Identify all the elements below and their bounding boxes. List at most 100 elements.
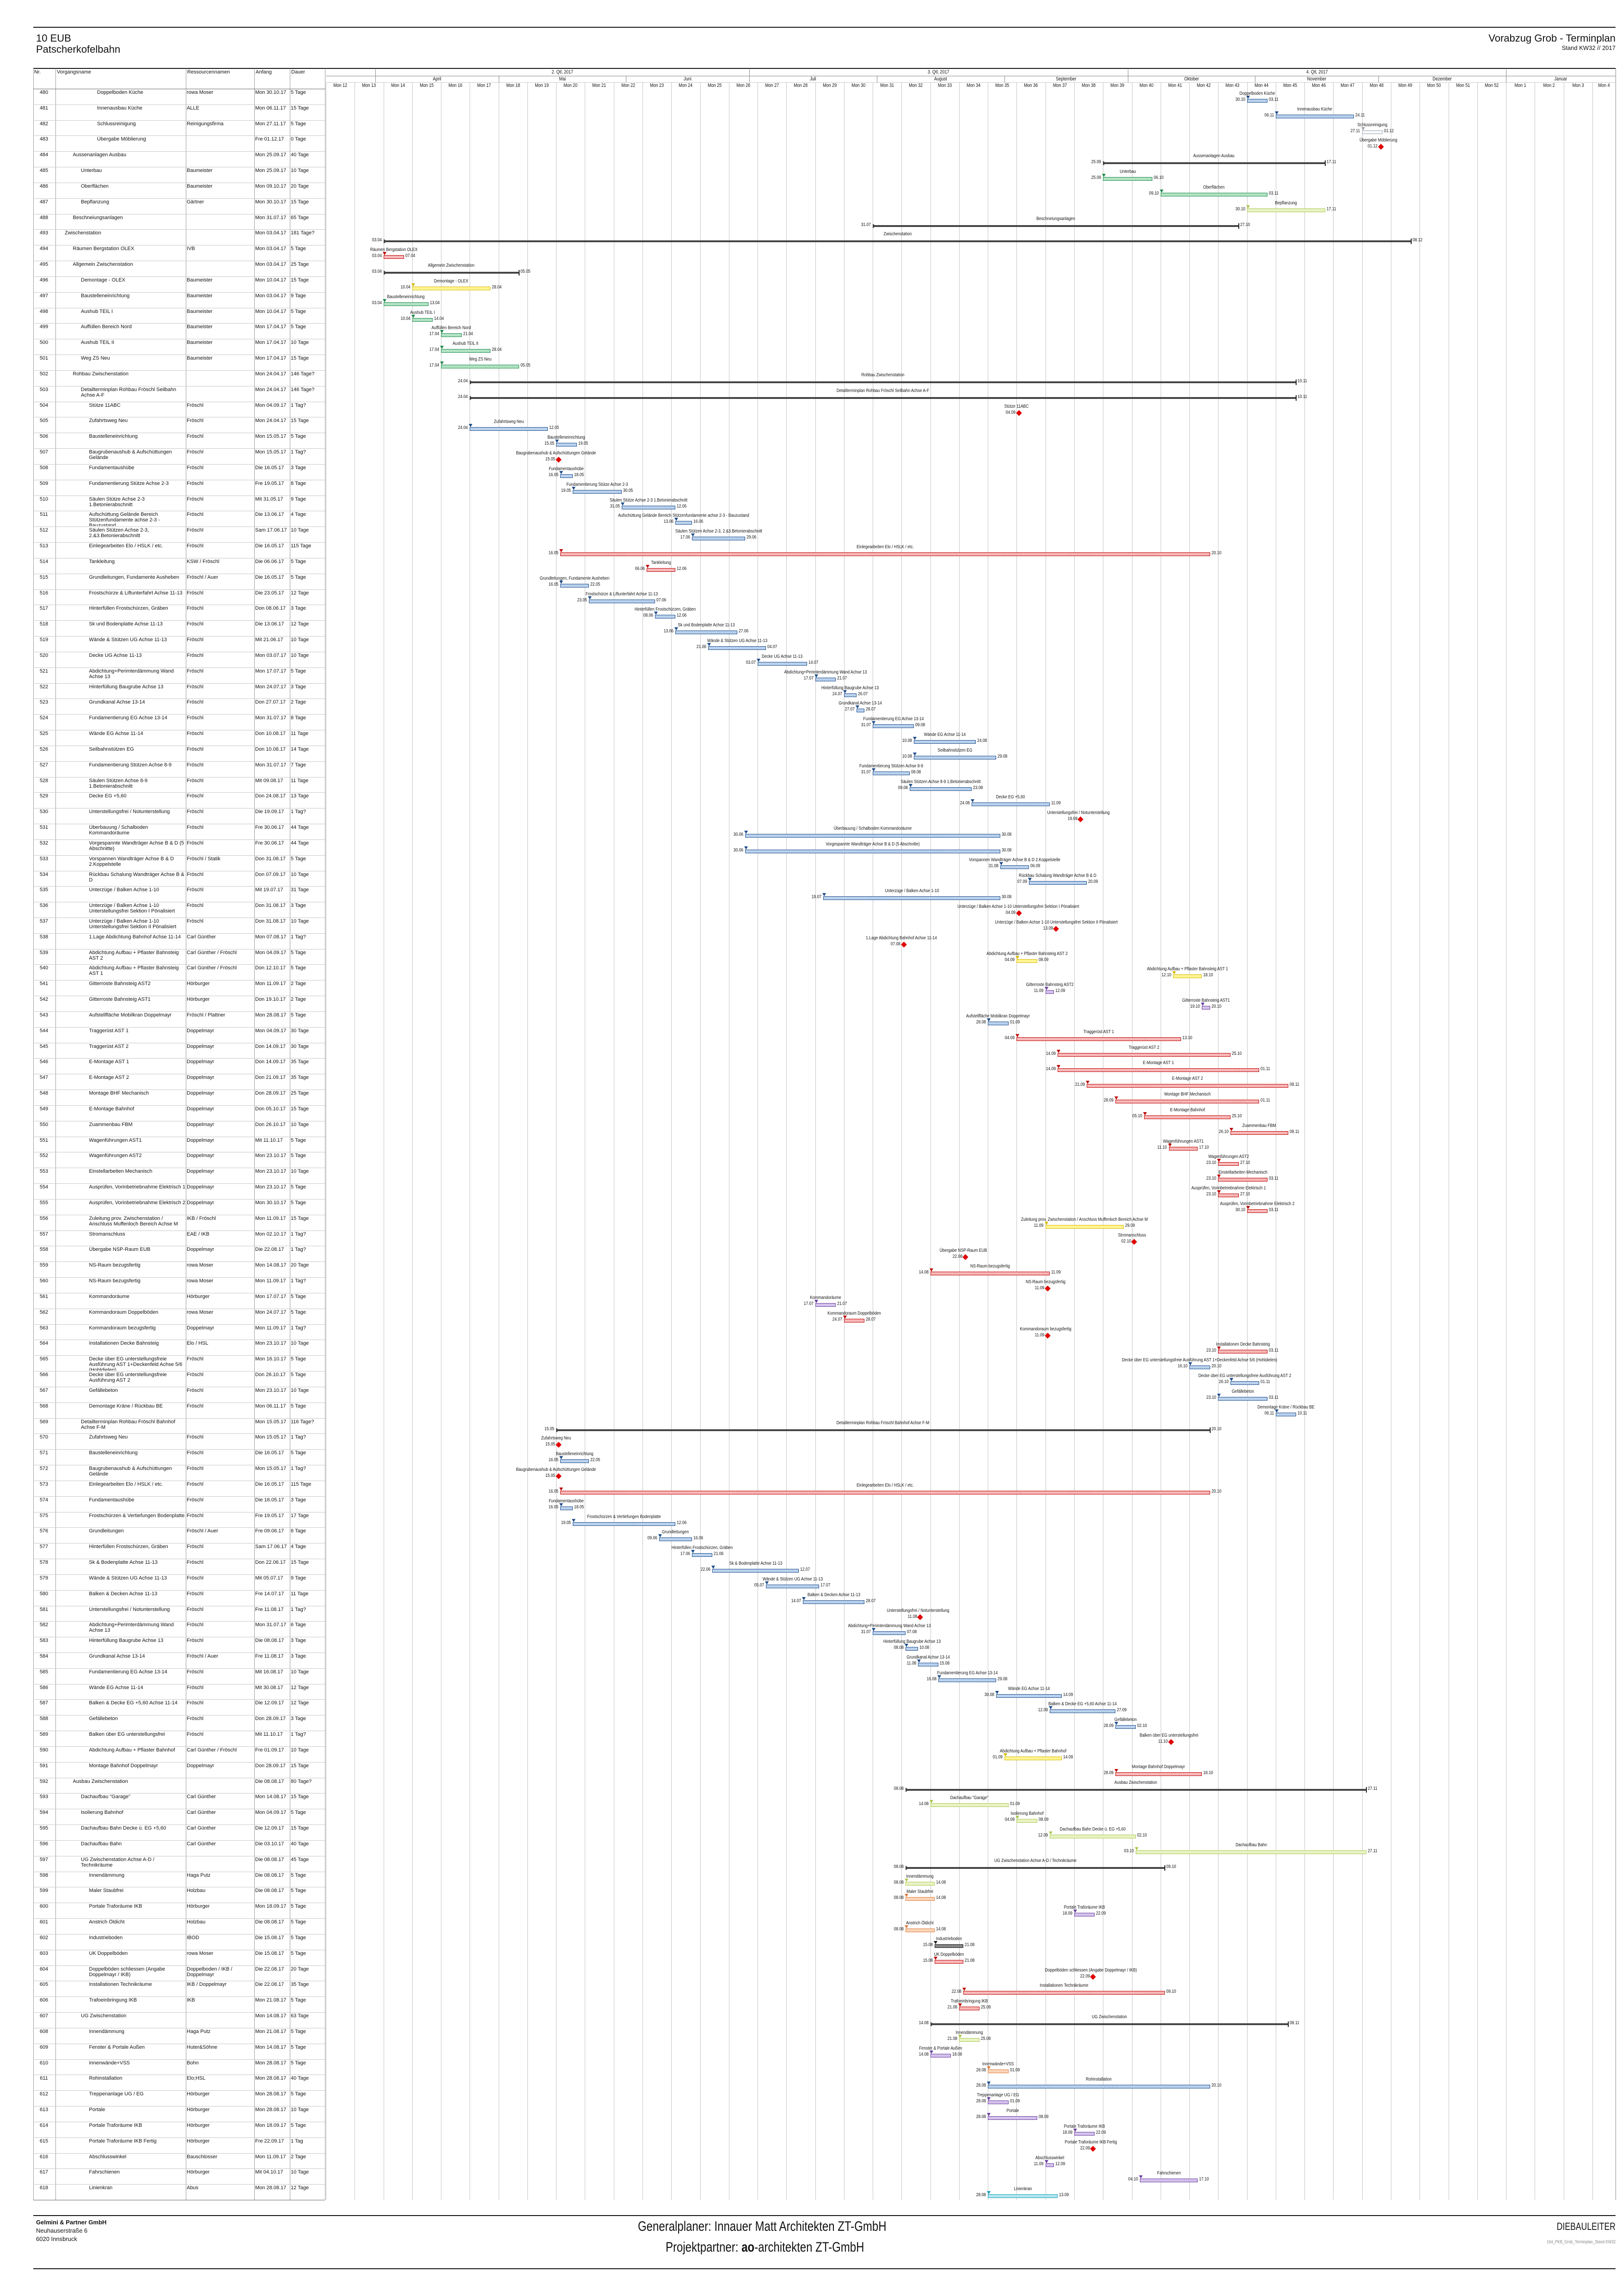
- task-bar[interactable]: [1230, 1131, 1288, 1135]
- table-row[interactable]: 494 Räumen Bergstation OLEX IVB Mon 03.04.1…: [33, 245, 325, 261]
- task-bar[interactable]: [910, 787, 972, 791]
- task-bar[interactable]: [692, 1553, 713, 1557]
- task-bar[interactable]: [1218, 1396, 1268, 1401]
- summary-bar[interactable]: [383, 272, 520, 274]
- table-row[interactable]: 560 NS-Raum bezugsfertig rowa Moser Mon 11.…: [33, 1277, 325, 1293]
- milestone-diamond[interactable]: [1090, 1973, 1096, 1980]
- task-bar[interactable]: [1189, 1365, 1210, 1370]
- task-bar[interactable]: [758, 661, 807, 666]
- table-row[interactable]: 610 Innenwände+VSS Bohn Mon 28.08.17 5 Tage: [33, 2059, 325, 2075]
- table-row[interactable]: 552 Wagenführungen AST2 Doppelmayr Mon 23.1…: [33, 1152, 325, 1168]
- table-row[interactable]: 528 Säulen Stützen Achse 8-9 1.Betonierab…: [33, 777, 325, 793]
- task-bar[interactable]: [934, 1944, 963, 1948]
- task-bar[interactable]: [560, 1506, 573, 1510]
- summary-bar[interactable]: [906, 1867, 1165, 1869]
- table-row[interactable]: 499 Auffüllen Bereich Nord Baumeister Mon 1…: [33, 323, 325, 339]
- table-row[interactable]: 500 Aushub TEIL II Baumeister Mon 17.04.17 1…: [33, 339, 325, 355]
- table-row[interactable]: 546 E-Montage AST 1 Doppelmayr Don 14.09.17…: [33, 1058, 325, 1074]
- table-row[interactable]: 576 Grundleitungen Fröschl / Auer Fre 09.06…: [33, 1527, 325, 1543]
- milestone-diamond[interactable]: [962, 1254, 969, 1261]
- task-bar[interactable]: [1115, 1100, 1260, 1104]
- table-row[interactable]: 545 Traggerüst AST 2 Doppelmayr Don 14.09.1…: [33, 1043, 325, 1059]
- summary-bar[interactable]: [873, 225, 1239, 227]
- table-row[interactable]: 521 Abdichtung+Perimterdämmung Wand Achse…: [33, 667, 325, 683]
- table-row[interactable]: 550 Zuammenbau FBM Doppelmayr Don 26.10.17 1…: [33, 1121, 325, 1137]
- table-row[interactable]: 582 Abdichtung+Perimterdämmung Wand Achse…: [33, 1621, 325, 1637]
- table-row[interactable]: 607 UG Zwischenstation Mon 14.08.17 63 Tage: [33, 2012, 325, 2028]
- table-row[interactable]: 591 Montage Bahnhof Doppelmayr Doppelmayr D…: [33, 1762, 325, 1778]
- table-row[interactable]: 612 Treppenanlage UG / EG Hörburger Mon 28.…: [33, 2090, 325, 2106]
- task-bar[interactable]: [470, 427, 548, 431]
- task-bar[interactable]: [815, 677, 836, 681]
- task-bar[interactable]: [938, 1678, 996, 1682]
- table-row[interactable]: 602 Industrieboden IBOD Die 15.08.17 5 Tage: [33, 1934, 325, 1950]
- table-row[interactable]: 599 Maler Staubfrei Holzbau Die 08.08.17 5 T…: [33, 1887, 325, 1903]
- task-bar[interactable]: [675, 631, 737, 635]
- task-bar[interactable]: [1115, 1725, 1136, 1729]
- table-row[interactable]: 559 NS-Raum bezugsfertig rowa Moser Mon 14.…: [33, 1261, 325, 1277]
- table-row[interactable]: 556 Zuleitung prov. Zwischenstation / Ans…: [33, 1215, 325, 1231]
- table-row[interactable]: 503 Detailterminplan Rohbau Fröschl Seilb…: [33, 386, 325, 402]
- table-row[interactable]: 485 Unterbau Baumeister Mon 25.09.17 10 Tage: [33, 167, 325, 183]
- table-row[interactable]: 608 Innendämmung Haga Putz Mon 21.08.17 5 Ta…: [33, 2028, 325, 2044]
- task-bar[interactable]: [745, 849, 1000, 853]
- table-row[interactable]: 592 Ausbau Zwischenstation Die 08.08.17 80 …: [33, 1778, 325, 1794]
- task-bar[interactable]: [1049, 1835, 1136, 1839]
- table-row[interactable]: 563 Kommandoraum bezugsfertig Doppelmayr Mo…: [33, 1324, 325, 1340]
- table-row[interactable]: 549 E-Montage Bahnhof Doppelmayr Don 05.10.…: [33, 1105, 325, 1121]
- task-bar[interactable]: [988, 2085, 1210, 2089]
- task-bar[interactable]: [1029, 881, 1087, 885]
- table-row[interactable]: 515 Grundleitungen, Fundamente Ausheben Fr…: [33, 574, 325, 589]
- table-row[interactable]: 522 Hinterfüllung Baugrube Achse 13 Frösch…: [33, 683, 325, 699]
- task-bar[interactable]: [1247, 99, 1268, 103]
- task-bar[interactable]: [1016, 1037, 1181, 1041]
- table-row[interactable]: 514 Tankleitung KSW / Fröschl Die 06.06.17 5…: [33, 558, 325, 574]
- task-bar[interactable]: [1218, 1178, 1268, 1182]
- table-row[interactable]: 481 Innenausbau Küche ALLE Mon 06.11.17 15 T…: [33, 104, 325, 120]
- milestone-diamond[interactable]: [1077, 816, 1084, 823]
- task-bar[interactable]: [383, 302, 429, 306]
- table-row[interactable]: 517 Hinterfüllen Frostschürzen, Gräben Frö…: [33, 605, 325, 620]
- task-bar[interactable]: [906, 1897, 935, 1901]
- task-bar[interactable]: [1074, 1913, 1095, 1917]
- task-bar[interactable]: [823, 896, 1000, 900]
- summary-bar[interactable]: [556, 1429, 1210, 1431]
- task-bar[interactable]: [1058, 1068, 1260, 1072]
- table-row[interactable]: 538 1.Lage Abdichtung Bahnhof Achse 11-14…: [33, 933, 325, 949]
- task-bar[interactable]: [815, 1303, 836, 1307]
- summary-bar[interactable]: [470, 397, 1297, 399]
- task-bar[interactable]: [930, 1803, 1009, 1807]
- task-bar[interactable]: [988, 2194, 1058, 2198]
- task-bar[interactable]: [765, 1584, 820, 1588]
- task-bar[interactable]: [906, 1881, 935, 1886]
- table-row[interactable]: 507 Baugrubenaushub & Aufschüttungen Gelä…: [33, 448, 325, 464]
- table-row[interactable]: 578 Sk & Bodenplatte Achse 11-13 Fröschl Do…: [33, 1559, 325, 1574]
- table-row[interactable]: 509 Fundamentierung Stütze Achse 2-3 Frösc…: [33, 480, 325, 496]
- task-bar[interactable]: [934, 1959, 963, 1964]
- task-bar[interactable]: [1144, 1115, 1231, 1119]
- table-row[interactable]: 505 Zufahrtsweg Neu Fröschl Mon 24.04.17 15 …: [33, 417, 325, 433]
- table-row[interactable]: 554 Ausprüfen, Vorinbetriebnahme Elektris…: [33, 1183, 325, 1199]
- task-bar[interactable]: [556, 443, 577, 447]
- task-bar[interactable]: [918, 1663, 939, 1666]
- table-row[interactable]: 496 Demontage - OLEX Baumeister Mon 10.04.1…: [33, 276, 325, 292]
- task-bar[interactable]: [988, 1021, 1009, 1025]
- table-row[interactable]: 512 Säulen Stützen Achse 2-3, 2.&3.Betoni…: [33, 527, 325, 542]
- table-row[interactable]: 536 Unterzüge / Balken Achse 1-10 Unterst…: [33, 902, 325, 918]
- summary-bar[interactable]: [383, 240, 1412, 243]
- task-bar[interactable]: [441, 349, 490, 353]
- summary-bar[interactable]: [930, 2023, 1288, 2026]
- table-row[interactable]: 604 Doppelböden schliessen (Angabe Doppel…: [33, 1965, 325, 1981]
- table-row[interactable]: 498 Aushub TEIL I Baumeister Mon 10.04.17 5 …: [33, 308, 325, 324]
- table-row[interactable]: 568 Demontage Kräne / Rückbau BE Fröschl Mo…: [33, 1402, 325, 1418]
- task-bar[interactable]: [655, 615, 676, 619]
- task-bar[interactable]: [906, 1929, 935, 1933]
- table-row[interactable]: 518 Sk und Bodenplatte Achse 11-13 Fröschl…: [33, 620, 325, 636]
- task-bar[interactable]: [1362, 130, 1383, 134]
- task-bar[interactable]: [959, 2007, 980, 2011]
- table-row[interactable]: 587 Balken & Decke EG +5,60 Achse 11-14 Fr…: [33, 1699, 325, 1715]
- task-bar[interactable]: [914, 755, 996, 759]
- table-row[interactable]: 548 Montage BHF Mechanisch Doppelmayr Don 2…: [33, 1090, 325, 1105]
- column-header-start[interactable]: Anfang: [256, 69, 272, 75]
- task-bar[interactable]: [1016, 959, 1037, 963]
